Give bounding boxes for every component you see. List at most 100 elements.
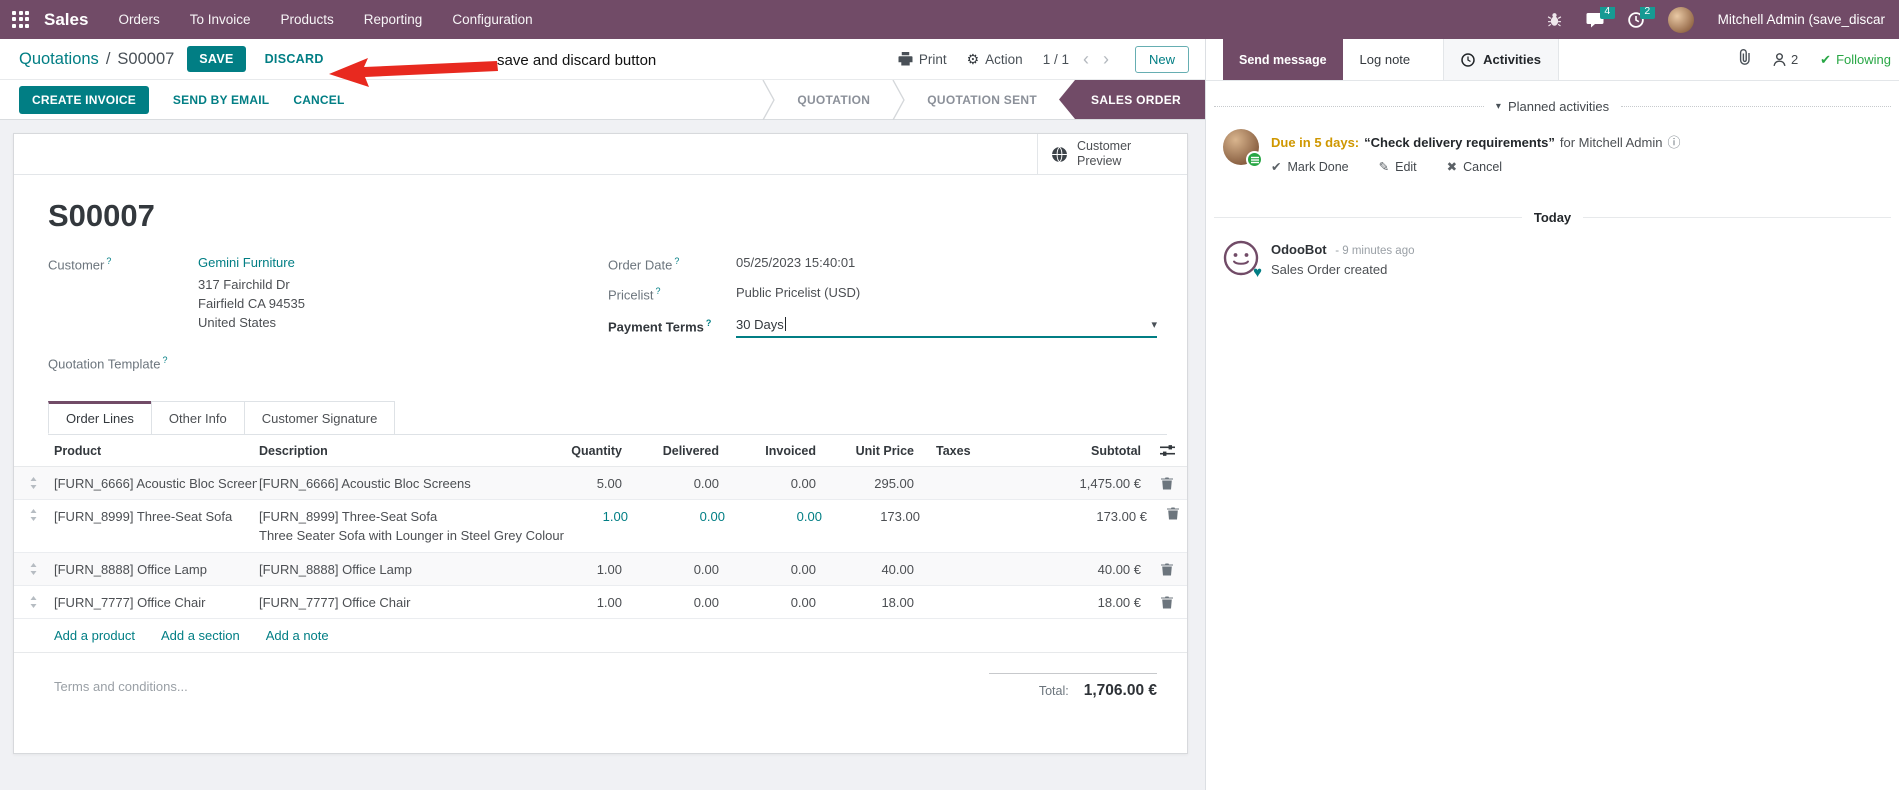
delete-row-icon[interactable] [1166,507,1179,520]
log-note-button[interactable]: Log note [1343,39,1428,80]
delete-row-icon[interactable] [1161,477,1173,490]
user-avatar[interactable] [1667,6,1694,33]
help-marker: ? [655,286,661,297]
menu-orders[interactable]: Orders [118,12,160,27]
pager-next-icon[interactable]: › [1102,49,1109,69]
cell-product[interactable]: [FURN_7777] Office Chair [54,594,206,610]
delete-row-icon[interactable] [1161,563,1173,576]
tab-other-info[interactable]: Other Info [150,401,245,435]
cell-quantity[interactable]: 1.00 [602,509,628,525]
terms-and-conditions-placeholder[interactable]: Terms and conditions... [54,679,188,695]
edit-activity-button[interactable]: ✎ Edit [1378,159,1417,175]
col-subtotal[interactable]: Subtotal [1091,443,1141,458]
attachment-paperclip-icon[interactable] [1737,49,1751,70]
app-name-sales[interactable]: Sales [44,9,89,29]
cell-description[interactable]: [FURN_7777] Office Chair [259,594,411,610]
debug-bug-icon[interactable] [1547,12,1562,27]
mark-done-button[interactable]: ✔ Mark Done [1271,159,1349,175]
cell-description[interactable]: [FURN_8888] Office Lamp [259,561,412,577]
col-delivered[interactable]: Delivered [662,443,719,458]
check-icon: ✔ [1271,160,1282,174]
menu-reporting[interactable]: Reporting [363,12,423,27]
followers-button[interactable]: 2 [1773,52,1798,67]
customer-link[interactable]: Gemini Furniture [198,255,295,270]
messages-icon[interactable]: 4 [1586,6,1615,28]
send-by-email-button[interactable]: SEND BY EMAIL [172,92,270,107]
add-a-note-link[interactable]: Add a note [265,628,329,644]
cell-invoiced[interactable]: 0.00 [790,475,816,491]
planned-activities-divider: ▾ Planned activities [1214,99,1892,114]
action-menu-button[interactable]: ⚙ Action [966,50,1023,67]
col-quantity[interactable]: Quantity [571,443,622,458]
breadcrumb-quotations[interactable]: Quotations [19,49,99,68]
order-date-value[interactable]: 05/25/2023 15:40:01 [736,255,856,270]
col-description[interactable]: Description [259,443,328,458]
customer-preview-button[interactable]: Customer Preview [1037,134,1187,174]
col-unit-price[interactable]: Unit Price [855,443,914,458]
cell-quantity[interactable]: 1.00 [596,561,622,577]
cell-unit-price[interactable]: 18.00 [881,594,914,610]
cell-description[interactable]: [FURN_6666] Acoustic Bloc Screens [259,475,471,491]
payment-terms-input[interactable]: 30 Days ▾ [736,317,1157,338]
menu-configuration[interactable]: Configuration [452,12,533,27]
cell-invoiced[interactable]: 0.00 [790,561,816,577]
message-author[interactable]: OdooBot [1271,242,1327,257]
pager-previous-icon[interactable]: ‹ [1082,49,1089,69]
cell-delivered[interactable]: 0.00 [693,475,719,491]
table-row[interactable]: [FURN_8999] Three-Seat Sofa [FURN_8999] … [14,500,1187,554]
info-icon[interactable]: ⓘ [1667,135,1681,150]
cell-description[interactable]: [FURN_8999] Three-Seat Sofa Three Seater… [259,509,564,544]
cell-delivered[interactable]: 0.00 [693,561,719,577]
add-a-section-link[interactable]: Add a section [160,628,240,644]
cell-delivered[interactable]: 0.00 [699,509,725,525]
cell-product[interactable]: [FURN_8888] Office Lamp [54,561,207,577]
dropdown-caret-icon[interactable]: ▾ [1151,318,1157,331]
cell-product[interactable]: [FURN_8999] Three-Seat Sofa [54,509,233,525]
new-button[interactable]: New [1134,45,1189,73]
stage-sales-order[interactable]: SALES ORDER [1059,80,1205,119]
drag-handle-icon[interactable] [14,500,52,522]
drag-handle-icon[interactable] [14,563,52,576]
create-invoice-button[interactable]: CREATE INVOICE [19,85,149,114]
cell-quantity[interactable]: 1.00 [596,594,622,610]
pricelist-value[interactable]: Public Pricelist (USD) [736,285,861,301]
cell-taxes[interactable] [926,500,1031,509]
stage-quotation-sent[interactable]: QUOTATION SENT [927,92,1038,107]
save-button[interactable]: SAVE [187,46,246,72]
cell-invoiced[interactable]: 0.00 [796,509,822,525]
user-name[interactable]: Mitchell Admin (save_discar [1717,12,1885,27]
apps-menu-icon[interactable] [12,10,30,29]
planned-activities-toggle[interactable]: ▾ Planned activities [1495,99,1610,114]
cell-unit-price[interactable]: 40.00 [881,561,914,577]
cell-quantity[interactable]: 5.00 [596,475,622,491]
tab-customer-signature[interactable]: Customer Signature [243,401,396,435]
discard-button[interactable]: DISCARD [264,52,324,66]
cell-delivered[interactable]: 0.00 [693,594,719,610]
send-message-button[interactable]: Send message [1223,39,1343,80]
table-row[interactable]: [FURN_7777] Office Chair [FURN_7777] Off… [14,586,1187,620]
cancel-activity-button[interactable]: ✖ Cancel [1446,159,1503,175]
table-row[interactable]: [FURN_8888] Office Lamp [FURN_8888] Offi… [14,553,1187,587]
col-invoiced[interactable]: Invoiced [765,443,816,458]
following-button[interactable]: ✔ Following [1820,51,1891,68]
cancel-button[interactable]: CANCEL [293,92,345,107]
add-a-product-link[interactable]: Add a product [54,628,135,644]
menu-products[interactable]: Products [280,12,334,27]
delete-row-icon[interactable] [1161,596,1173,609]
cell-product[interactable]: [FURN_6666] Acoustic Bloc Screens [54,475,257,491]
drag-handle-icon[interactable] [14,596,52,609]
table-row[interactable]: [FURN_6666] Acoustic Bloc Screens [FURN_… [14,467,1187,501]
activities-button[interactable]: Activities [1443,39,1559,80]
print-button[interactable]: Print [898,52,947,67]
tab-order-lines[interactable]: Order Lines [48,401,152,435]
menu-to-invoice[interactable]: To Invoice [189,12,251,27]
optional-columns-icon[interactable] [1147,444,1187,457]
stage-quotation[interactable]: QUOTATION [797,92,871,107]
cell-unit-price[interactable]: 295.00 [874,475,914,491]
cell-invoiced[interactable]: 0.00 [790,594,816,610]
drag-handle-icon[interactable] [14,477,52,490]
col-product[interactable]: Product [54,443,102,458]
activities-clock-icon[interactable]: 2 [1627,6,1655,28]
col-taxes[interactable]: Taxes [936,443,971,458]
cell-unit-price[interactable]: 173.00 [880,509,920,525]
